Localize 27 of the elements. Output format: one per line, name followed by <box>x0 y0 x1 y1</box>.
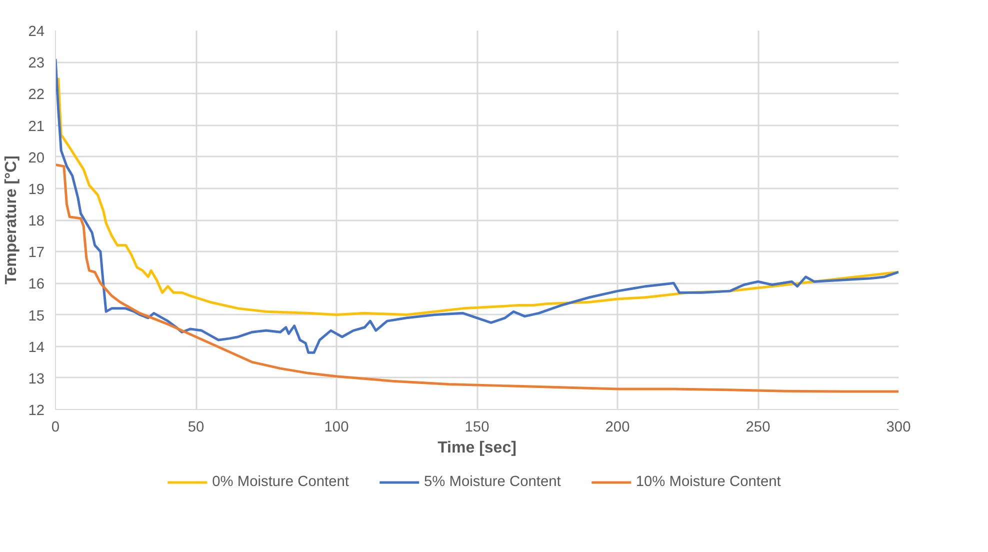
x-tick-label: 0 <box>51 420 60 436</box>
y-tick-label: 13 <box>28 371 45 388</box>
x-tick-label: 300 <box>886 420 911 436</box>
legend-label: 5% Moisture Content <box>424 474 561 490</box>
y-tick-label: 16 <box>28 276 45 293</box>
legend-label: 0% Moisture Content <box>212 474 349 490</box>
y-tick-label: 23 <box>28 56 45 72</box>
y-tick-label: 12 <box>28 403 45 419</box>
y-tick-label: 18 <box>28 214 45 230</box>
y-tick-label: 24 <box>28 24 45 40</box>
x-tick-label: 100 <box>324 420 349 436</box>
line-series <box>56 163 898 393</box>
x-axis-title: Time [sec] <box>438 440 516 456</box>
x-tick-label: 200 <box>605 420 630 436</box>
x-tick-label: 150 <box>464 420 490 436</box>
x-tick-label: 50 <box>188 420 204 436</box>
y-tick-label: 22 <box>28 87 45 104</box>
line-series <box>56 58 898 354</box>
y-tick-label: 14 <box>28 340 45 356</box>
legend-label: 10% Moisture Content <box>636 474 781 490</box>
y-tick-label: 20 <box>28 150 45 166</box>
y-tick-label: 17 <box>28 245 45 262</box>
y-tick-label: 19 <box>28 182 45 198</box>
y-axis-title: Temperature [°C] <box>3 156 20 284</box>
y-tick-label: 15 <box>28 308 45 324</box>
y-tick-label: 21 <box>28 118 45 135</box>
x-tick-label: 250 <box>746 420 770 436</box>
